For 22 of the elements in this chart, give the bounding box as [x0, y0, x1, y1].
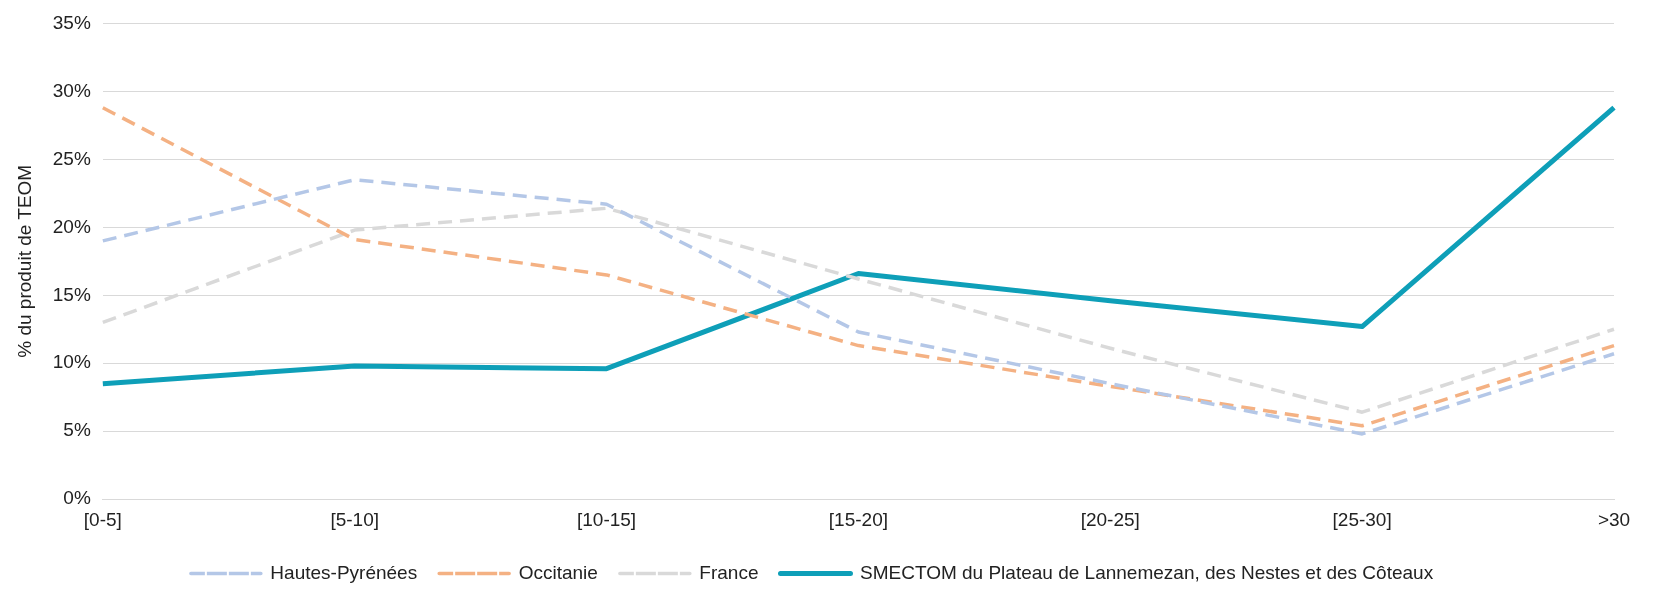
line-series: [101, 206, 1616, 414]
y-tick-label: 10%: [52, 351, 91, 373]
y-tick-label: 35%: [52, 11, 91, 33]
x-tick-label: [25-30]: [1332, 508, 1392, 530]
y-axis-title: % du produit de TEOM: [13, 164, 35, 358]
legend-label: SMECTOM du Plateau de Lannemezan, des Nestes et des Côteaux: [860, 561, 1434, 583]
legend-label: Occitanie: [518, 561, 598, 583]
y-tick-label: 20%: [52, 215, 91, 237]
y-tick-label: 25%: [52, 147, 91, 169]
x-tick-label: [5-10]: [330, 508, 379, 530]
x-tick-label: [20-25]: [1080, 508, 1140, 530]
x-tick-label: [0-5]: [83, 508, 122, 530]
x-tick-label: [15-20]: [828, 508, 888, 530]
y-tick-label: 0%: [63, 487, 91, 509]
x-tick-label: [10-15]: [576, 508, 637, 530]
y-tick-label: 15%: [52, 283, 91, 305]
x-tick-label: >30: [1597, 508, 1631, 530]
legend-label: Hautes-Pyrénées: [270, 561, 418, 583]
y-tick-label: 30%: [52, 79, 91, 101]
y-tick-label: 5%: [63, 419, 91, 441]
line-series: [101, 177, 1616, 436]
legend-label: France: [699, 561, 759, 583]
